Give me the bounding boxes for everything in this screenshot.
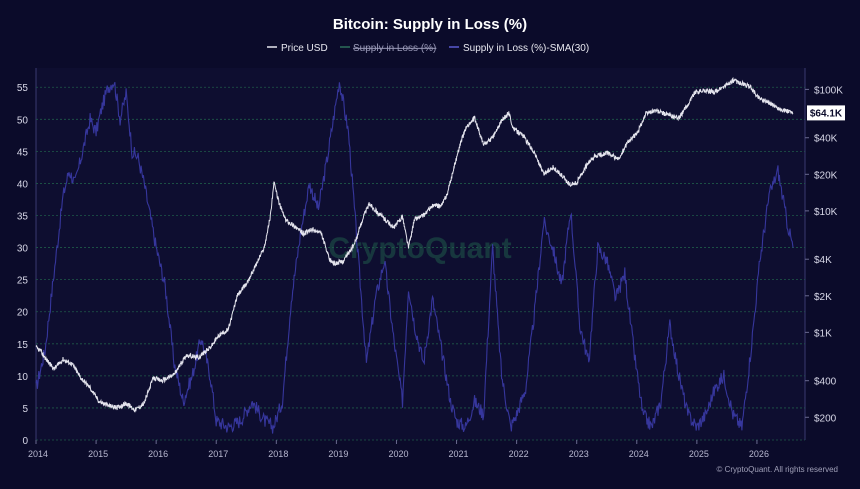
x-tick-label: 2024 bbox=[629, 449, 649, 459]
left-tick-label: 30 bbox=[17, 244, 29, 255]
x-tick-label: 2021 bbox=[449, 449, 469, 459]
right-tick-label: $100K bbox=[814, 85, 843, 96]
legend-item-supply-in-loss[interactable]: Supply in Loss (%) bbox=[340, 43, 436, 54]
x-tick-label: 2019 bbox=[328, 449, 348, 459]
current-price-badge: $64.1K bbox=[807, 105, 845, 121]
left-tick-label: 15 bbox=[17, 340, 29, 351]
right-tick-label: $40K bbox=[814, 134, 838, 145]
right-axis: $200 $400 $1K $2K $4K $10K $20K $40K $100K bbox=[805, 85, 843, 424]
legend-item-price[interactable]: Price USD bbox=[267, 43, 328, 54]
legend-item-supply-in-loss-sma[interactable]: Supply in Loss (%)-SMA(30) bbox=[449, 43, 589, 54]
series-supply-in-loss-sma bbox=[35, 82, 794, 434]
left-tick-label: 0 bbox=[22, 436, 28, 447]
right-tick-label: $1K bbox=[814, 328, 832, 339]
left-tick-label: 25 bbox=[17, 276, 29, 287]
left-tick-label: 50 bbox=[17, 115, 29, 126]
left-tick-label: 5 bbox=[22, 404, 28, 415]
right-tick-label: $2K bbox=[814, 292, 832, 303]
watermark: CryptoQuant bbox=[328, 232, 511, 265]
left-tick-label: 40 bbox=[17, 179, 29, 190]
series-price-usd bbox=[35, 76, 794, 413]
x-tick-label: 2014 bbox=[28, 449, 48, 459]
right-tick-label: $4K bbox=[814, 255, 832, 266]
left-tick-label: 55 bbox=[17, 83, 29, 94]
x-axis: 2014 2015 2016 2017 2018 2019 2020 2021 2022 2023… bbox=[28, 440, 769, 459]
legend-label-supply-in-loss: Supply in Loss (%) bbox=[353, 43, 436, 54]
x-tick-label: 2020 bbox=[388, 449, 408, 459]
x-tick-label: 2018 bbox=[268, 449, 288, 459]
left-tick-label: 35 bbox=[17, 212, 29, 223]
gridlines bbox=[36, 86, 805, 441]
x-tick-label: 2017 bbox=[208, 449, 228, 459]
left-axis: 0 5 10 15 20 25 30 35 40 45 50 55 bbox=[17, 83, 29, 447]
x-tick-label: 2022 bbox=[509, 449, 529, 459]
current-price-label: $64.1K bbox=[810, 108, 843, 119]
legend: Price USD Supply in Loss (%) Supply in L… bbox=[267, 43, 589, 54]
left-tick-label: 45 bbox=[17, 147, 29, 158]
right-tick-label: $10K bbox=[814, 207, 838, 218]
x-tick-label: 2023 bbox=[569, 449, 589, 459]
right-tick-label: $400 bbox=[814, 377, 837, 388]
copyright: © CryptoQuant. All rights reserved bbox=[717, 465, 839, 474]
current-price-badge-bg bbox=[807, 105, 845, 121]
x-tick-label: 2016 bbox=[148, 449, 168, 459]
x-tick-label: 2025 bbox=[689, 449, 709, 459]
legend-label-price: Price USD bbox=[281, 43, 328, 54]
left-tick-label: 10 bbox=[17, 372, 29, 383]
chart-title: Bitcoin: Supply in Loss (%) bbox=[333, 16, 527, 33]
x-tick-label: 2015 bbox=[88, 449, 108, 459]
x-tick-label: 2026 bbox=[749, 449, 769, 459]
price-line bbox=[35, 76, 794, 413]
right-tick-label: $200 bbox=[814, 413, 837, 424]
sma-line bbox=[35, 82, 794, 434]
left-tick-label: 20 bbox=[17, 308, 29, 319]
right-tick-label: $20K bbox=[814, 170, 838, 181]
legend-label-supply-in-loss-sma: Supply in Loss (%)-SMA(30) bbox=[463, 43, 589, 54]
